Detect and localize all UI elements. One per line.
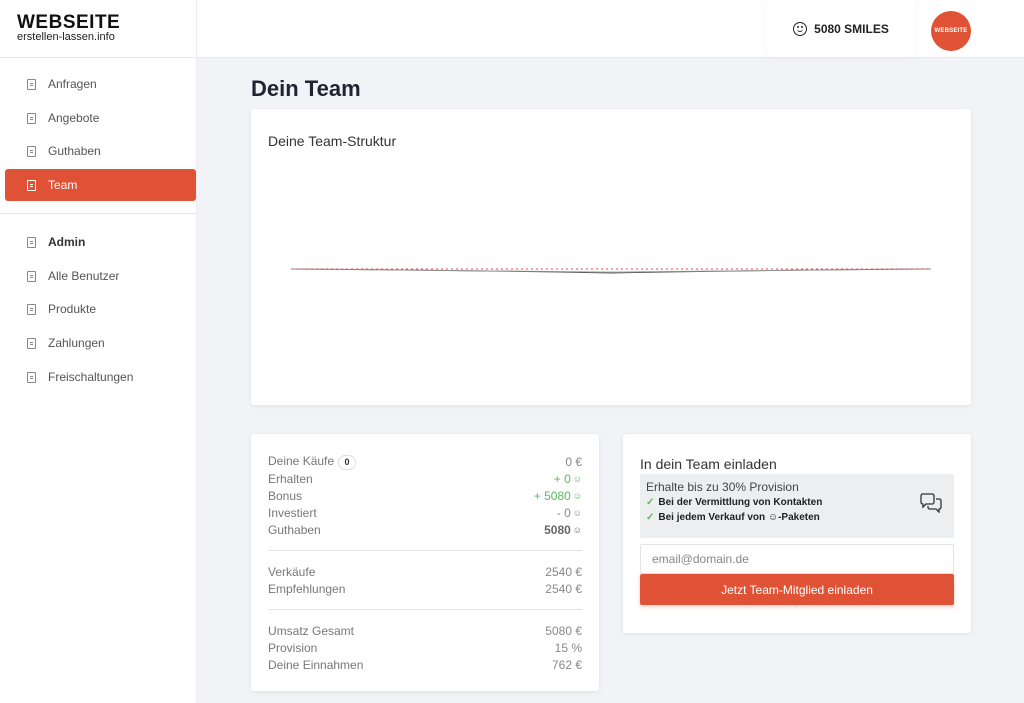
stat-value: 2540 € xyxy=(545,581,582,596)
stat-row-verkaeufe: Verkäufe 2540 € xyxy=(268,563,582,580)
document-icon xyxy=(27,78,36,90)
sidebar-item-angebote[interactable]: Angebote xyxy=(5,102,196,134)
stat-value: 5080 € xyxy=(545,623,582,638)
stat-row-investiert: Investiert - 0 ☺ xyxy=(268,504,582,521)
smiley-icon: ☺ xyxy=(572,507,582,518)
stat-value: 762 € xyxy=(551,657,582,672)
stat-value: 15 % xyxy=(554,640,582,655)
promo-item: ✓ Bei jedem Verkauf von ☺-Paketen xyxy=(646,512,820,523)
sidebar-item-team[interactable]: Team xyxy=(5,169,196,201)
brand-subtitle: erstellen-lassen.info xyxy=(17,31,115,43)
sidebar-item-label: Alle Benutzer xyxy=(48,269,120,283)
avatar[interactable]: WEBSEITE xyxy=(931,11,971,51)
stat-label: Deine Einnahmen xyxy=(268,657,364,672)
document-icon xyxy=(27,303,36,315)
sidebar-item-zahlungen[interactable]: Zahlungen xyxy=(5,327,196,359)
stat-label: Empfehlungen xyxy=(268,581,346,596)
stat-label: Umsatz Gesamt xyxy=(268,623,355,638)
document-icon xyxy=(27,371,36,383)
stat-row-erhalten: Erhalten + 0 ☺ xyxy=(268,470,582,487)
stat-label: Investiert xyxy=(268,505,317,520)
email-input[interactable] xyxy=(640,544,954,574)
stat-value: - 0 ☺ xyxy=(556,505,582,520)
stat-value: 0 € xyxy=(565,454,582,469)
stat-row-empfehlungen: Empfehlungen 2540 € xyxy=(268,580,582,597)
invite-title: In dein Team einladen xyxy=(640,456,777,472)
stat-row-provision: Provision 15 % xyxy=(268,639,582,656)
document-icon xyxy=(27,179,36,191)
sidebar-item-guthaben[interactable]: Guthaben xyxy=(5,135,196,167)
stat-label: Deine Käufe 0 xyxy=(268,454,357,470)
document-icon xyxy=(27,236,36,248)
smiley-icon xyxy=(793,22,808,36)
team-structure-card: Deine Team-Struktur xyxy=(251,109,971,405)
team-structure-chart xyxy=(290,268,932,274)
sidebar-item-produkte[interactable]: Produkte xyxy=(5,293,196,325)
document-icon xyxy=(27,270,36,282)
smiley-icon: ☺ xyxy=(572,524,582,535)
chart-title: Deine Team-Struktur xyxy=(268,133,397,149)
stat-label: Erhalten xyxy=(268,471,313,486)
stat-row-einnahmen: Deine Einnahmen 762 € xyxy=(268,656,582,673)
stat-value: + 0 ☺ xyxy=(553,471,582,486)
sidebar-item-label: Zahlungen xyxy=(48,336,105,350)
stat-value: 5080 ☺ xyxy=(544,522,582,537)
invite-member-button[interactable]: Jetzt Team-Mitglied einladen xyxy=(640,574,954,605)
provision-promo-box: Erhalte bis zu 30% Provision ✓ Bei der V… xyxy=(640,474,954,538)
sidebar-item-label: Anfragen xyxy=(48,77,97,91)
team-stats-card: Deine Käufe 0 0 € Erhalten + 0 ☺ Bonus + 5… xyxy=(251,434,599,691)
sidebar: WEBSEITE erstellen-lassen.info Anfragen … xyxy=(0,0,197,703)
topbar: 5080 SMILES WEBSEITE xyxy=(197,0,1024,58)
stat-row-kaeufe: Deine Käufe 0 0 € xyxy=(268,453,582,470)
sidebar-item-anfragen[interactable]: Anfragen xyxy=(5,68,196,100)
stat-label: Guthaben xyxy=(268,522,321,537)
stat-value: + 5080 ☺ xyxy=(533,488,582,503)
smiles-label: 5080 SMILES xyxy=(814,22,889,36)
invite-card: In dein Team einladen Erhalte bis zu 30%… xyxy=(623,434,971,633)
stats-divider xyxy=(268,609,582,610)
stat-row-umsatz: Umsatz Gesamt 5080 € xyxy=(268,622,582,639)
sidebar-item-label: Produkte xyxy=(48,302,97,316)
stat-label: Verkäufe xyxy=(268,564,316,579)
document-icon xyxy=(27,145,36,157)
stat-label: Bonus xyxy=(268,488,303,503)
chat-bubbles-icon xyxy=(920,493,942,513)
check-icon: ✓ xyxy=(646,497,655,508)
stats-divider xyxy=(268,550,582,551)
sidebar-heading-label: Admin xyxy=(48,235,86,249)
sidebar-divider xyxy=(0,213,197,214)
stat-row-bonus: Bonus + 5080 ☺ xyxy=(268,487,582,504)
sidebar-item-alle-benutzer[interactable]: Alle Benutzer xyxy=(5,260,196,292)
brand-logo[interactable]: WEBSEITE erstellen-lassen.info xyxy=(0,0,196,58)
page-title: Dein Team xyxy=(251,76,361,101)
document-icon xyxy=(27,112,36,124)
promo-heading: Erhalte bis zu 30% Provision xyxy=(646,480,799,494)
stat-row-guthaben: Guthaben 5080 ☺ xyxy=(268,521,582,538)
purchases-count-badge: 0 xyxy=(338,454,357,470)
smiley-icon: ☺ xyxy=(572,490,582,501)
stat-label: Provision xyxy=(268,640,318,655)
sidebar-item-label: Guthaben xyxy=(48,144,101,158)
chart-line-secondary xyxy=(290,268,932,273)
promo-item: ✓ Bei der Vermittlung von Kontakten xyxy=(646,497,823,508)
sidebar-heading-admin: Admin xyxy=(5,226,196,258)
sidebar-item-freischaltungen[interactable]: Freischaltungen xyxy=(5,361,196,393)
document-icon xyxy=(27,337,36,349)
stat-value: 2540 € xyxy=(545,564,582,579)
sidebar-item-label: Freischaltungen xyxy=(48,370,134,384)
check-icon: ✓ xyxy=(646,512,655,523)
sidebar-item-label: Angebote xyxy=(48,111,100,125)
smiles-balance[interactable]: 5080 SMILES xyxy=(767,0,915,58)
brand-name: WEBSEITE xyxy=(17,12,121,33)
sidebar-item-label: Team xyxy=(48,178,78,192)
smiley-icon: ☺ xyxy=(572,473,582,484)
